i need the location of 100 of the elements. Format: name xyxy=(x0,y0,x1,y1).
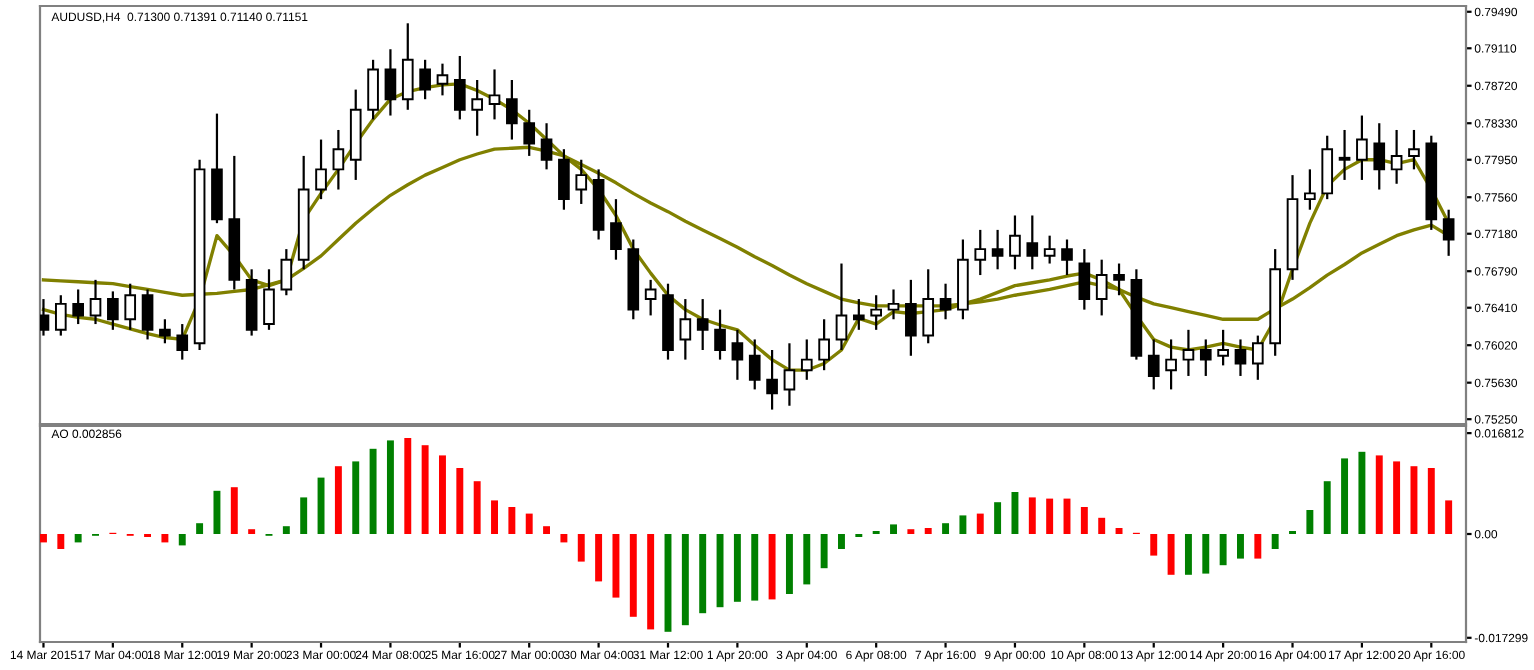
candlestick xyxy=(1009,214,1021,271)
bar xyxy=(1341,458,1349,534)
bar xyxy=(352,461,360,534)
candlestick xyxy=(1061,238,1073,277)
candlestick xyxy=(540,122,553,171)
candlestick xyxy=(939,282,952,321)
candlestick xyxy=(887,288,900,321)
candlestick xyxy=(766,348,778,411)
bar xyxy=(959,515,967,534)
bar xyxy=(1427,468,1435,534)
candlestick xyxy=(471,78,483,137)
candlestick xyxy=(176,322,189,361)
bar xyxy=(942,523,950,534)
bar xyxy=(456,468,464,534)
candlestick xyxy=(1442,208,1455,257)
candlestick xyxy=(870,294,882,331)
bar xyxy=(629,534,637,617)
candlestick xyxy=(1304,168,1316,211)
bar xyxy=(1167,534,1175,575)
bar xyxy=(1306,510,1314,534)
bar xyxy=(1323,481,1331,534)
bar xyxy=(40,534,47,543)
bar xyxy=(1202,534,1210,574)
candlestick xyxy=(1095,258,1108,317)
bar xyxy=(890,524,897,534)
bar xyxy=(491,500,498,534)
candlestick xyxy=(401,22,414,111)
candlestick xyxy=(1043,234,1056,265)
bar xyxy=(439,455,446,534)
bar xyxy=(421,445,429,534)
bar xyxy=(230,487,238,534)
candlestick xyxy=(800,338,813,381)
bar xyxy=(612,534,620,598)
bar xyxy=(1150,534,1158,556)
bar xyxy=(334,466,342,534)
candlestick xyxy=(835,262,848,352)
bar xyxy=(525,513,533,534)
bar xyxy=(1410,466,1418,534)
bar xyxy=(681,534,689,626)
bar xyxy=(699,534,707,614)
bar xyxy=(1080,507,1088,534)
candlestick xyxy=(1078,248,1091,311)
candlestick xyxy=(523,108,536,158)
bar xyxy=(716,534,724,608)
bar xyxy=(820,534,828,569)
candlestick xyxy=(731,328,744,381)
bar xyxy=(369,448,377,534)
bar xyxy=(1271,534,1279,549)
bar xyxy=(976,513,984,534)
bar xyxy=(1375,455,1383,534)
candlestick xyxy=(40,297,50,337)
candlestick xyxy=(124,282,137,331)
candlestick xyxy=(783,342,796,407)
candlestick xyxy=(852,297,865,331)
bar xyxy=(1011,492,1019,534)
bar xyxy=(386,440,394,534)
candlestick xyxy=(1356,114,1368,182)
candlestick xyxy=(1147,338,1160,391)
candlestick xyxy=(54,294,67,337)
candlestick xyxy=(1182,328,1195,378)
candlestick xyxy=(488,68,501,121)
bar xyxy=(1184,534,1192,575)
candlestick xyxy=(141,288,154,341)
candlestick xyxy=(1390,128,1403,185)
bar xyxy=(1393,461,1401,534)
candlestick xyxy=(714,308,726,361)
bar xyxy=(595,534,603,582)
bar xyxy=(560,534,568,543)
candlestick xyxy=(696,297,709,352)
candlestick xyxy=(506,78,518,141)
bar xyxy=(803,534,811,585)
candlestick xyxy=(263,268,275,331)
candlestick xyxy=(332,128,345,191)
candlestick xyxy=(1252,334,1264,381)
candlestick xyxy=(575,158,588,206)
candlestick xyxy=(748,338,761,391)
bar xyxy=(473,481,481,534)
bar xyxy=(838,534,845,549)
candlestick xyxy=(644,278,657,317)
candlestick xyxy=(72,288,84,326)
candlestick xyxy=(107,290,119,331)
candlestick xyxy=(453,54,466,121)
bar xyxy=(751,534,759,601)
bar xyxy=(1028,497,1036,534)
bar xyxy=(1445,500,1453,534)
candlestick xyxy=(1234,338,1247,378)
candlestick xyxy=(1113,262,1125,297)
bar xyxy=(178,534,186,546)
candlestick xyxy=(558,148,570,211)
bar xyxy=(1254,534,1262,559)
candlestick xyxy=(89,278,102,326)
candlestick xyxy=(991,228,1004,271)
bar xyxy=(508,507,516,534)
bar xyxy=(768,534,776,600)
candlestick xyxy=(1217,328,1229,367)
bar xyxy=(1115,528,1123,534)
bar xyxy=(785,534,793,594)
candlestick xyxy=(922,268,935,345)
bar xyxy=(1358,451,1366,534)
candlestick xyxy=(610,198,622,261)
